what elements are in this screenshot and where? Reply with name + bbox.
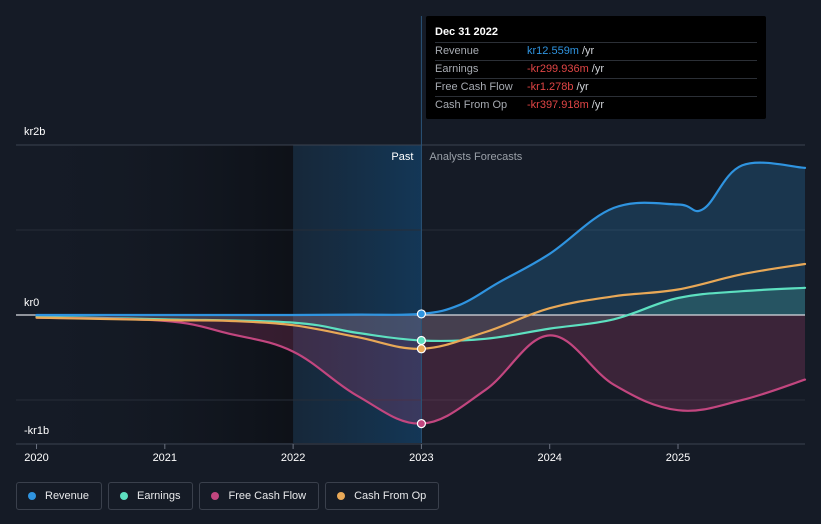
tooltip-value: kr12.559m: [527, 45, 579, 57]
marker-cfo: [416, 344, 427, 354]
tooltip-unit: /yr: [591, 99, 604, 111]
x-tick-label: 2020: [24, 452, 48, 464]
highlight-band: [293, 145, 422, 443]
tooltip-unit: /yr: [591, 63, 604, 75]
tooltip-value: -kr1.278b: [527, 81, 574, 93]
legend-dot-icon: [337, 492, 346, 500]
x-tick-label: 2022: [281, 452, 305, 464]
tooltip: Dec 31 2022 Revenue kr12.559m /yr Earnin…: [426, 16, 766, 119]
y-axis-label: -kr1b: [24, 425, 49, 437]
tooltip-value: -kr299.936m: [527, 63, 589, 75]
legend-cash-from-op[interactable]: Cash From Op: [325, 482, 440, 510]
area-fcf: [36, 315, 805, 424]
past-label: Past: [391, 151, 413, 163]
legend-free-cash-flow[interactable]: Free Cash Flow: [199, 482, 320, 510]
line-revenue: [35, 161, 807, 317]
marker-fcf: [416, 419, 427, 429]
tooltip-row-cfo: Cash From Op -kr397.918m /yr: [435, 96, 757, 114]
legend-dot-icon: [120, 492, 129, 500]
legend: Revenue Earnings Free Cash Flow Cash Fro…: [16, 482, 440, 510]
legend-revenue[interactable]: Revenue: [16, 482, 103, 510]
tooltip-label: Earnings: [435, 63, 479, 75]
legend-earnings[interactable]: Earnings: [108, 482, 194, 510]
legend-dot-icon: [211, 492, 220, 500]
tooltip-label: Free Cash Flow: [435, 81, 513, 93]
marker-revenue: [416, 309, 427, 319]
legend-label: Cash From Op: [354, 490, 427, 502]
tooltip-unit: /yr: [576, 81, 589, 93]
tooltip-row-fcf: Free Cash Flow -kr1.278b /yr: [435, 78, 757, 96]
y-axis-label: kr0: [24, 297, 39, 309]
tooltip-row-earnings: Earnings -kr299.936m /yr: [435, 60, 757, 78]
tooltip-unit: /yr: [581, 45, 595, 57]
x-tick-label: 2025: [666, 452, 690, 464]
legend-label: Free Cash Flow: [228, 490, 307, 502]
forecast-label: Analysts Forecasts: [429, 151, 522, 163]
tooltip-label: Revenue: [435, 45, 480, 57]
x-tick-label: 2021: [153, 452, 177, 464]
line-fcf: [35, 316, 807, 425]
x-tick-label: 2024: [537, 452, 561, 464]
legend-label: Revenue: [45, 490, 90, 502]
area-revenue: [36, 162, 805, 316]
tooltip-date: Dec 31 2022: [435, 26, 498, 38]
marker-earnings: [416, 335, 427, 346]
past-shade-band: [16, 145, 294, 443]
x-tick-label: 2023: [409, 452, 433, 464]
legend-dot-icon: [28, 492, 36, 500]
tooltip-row-revenue: Revenue kr12.559m /yr: [435, 42, 757, 60]
legend-label: Earnings: [137, 490, 181, 502]
tooltip-value: -kr397.918m: [527, 99, 589, 111]
tooltip-label: Cash From Op: [435, 99, 508, 111]
line-cfo: [35, 262, 807, 350]
y-axis-label: kr2b: [24, 126, 45, 138]
